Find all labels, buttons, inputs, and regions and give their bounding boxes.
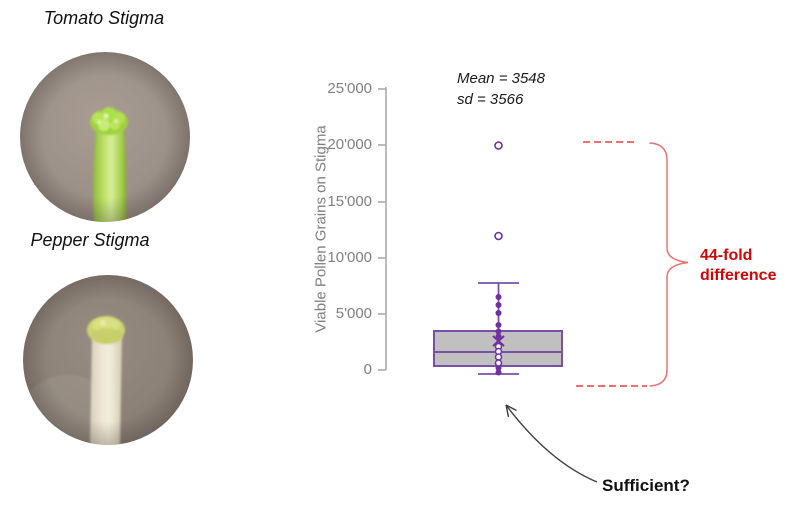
sd-value-text: sd = 3566 <box>457 91 524 108</box>
y-tick-10000: 10'000 <box>327 249 372 266</box>
tomato-stigma-photo <box>20 52 190 222</box>
y-tick-5000: 5'000 <box>335 305 372 322</box>
tomato-stigma-title: Tomato Stigma <box>43 8 165 28</box>
data-points-open <box>494 342 503 367</box>
stats-annotation: Mean = 3548 sd = 3566 <box>457 68 545 110</box>
y-tick-15000: 15'000 <box>327 193 372 210</box>
y-tick-0: 0 <box>363 361 372 378</box>
pepper-stigma-photo <box>23 275 193 445</box>
y-tick-20000: 20'000 <box>327 136 372 153</box>
pepper-stigma-title: Pepper Stigma <box>30 230 150 250</box>
outlier-point-12300 <box>494 231 503 241</box>
mean-value-text: Mean = 3548 <box>457 70 545 87</box>
mean-x-marker <box>492 335 505 347</box>
difference-brace <box>649 142 689 387</box>
outlier-point-20000 <box>494 141 503 150</box>
sufficient-question-label: Sufficient? <box>602 476 690 495</box>
fold-difference-label: 44-fold difference <box>700 247 777 284</box>
annotation-arrow-head <box>505 404 517 418</box>
y-axis-tick-marks <box>378 88 386 371</box>
y-tick-25000: 25'000 <box>327 80 372 97</box>
data-points-filled <box>495 294 502 376</box>
annotation-arrow <box>505 404 598 483</box>
